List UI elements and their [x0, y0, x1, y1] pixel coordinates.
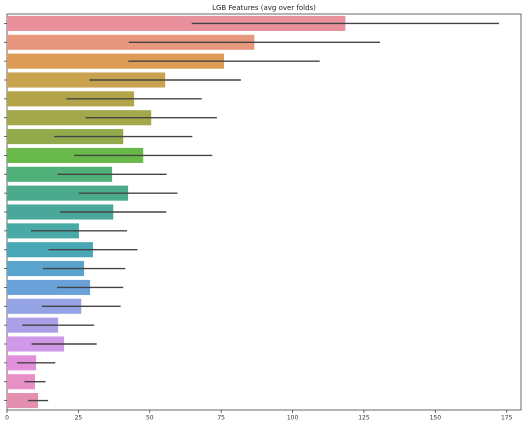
x-tick-label: 125: [358, 415, 370, 422]
chart-title: LGB Features (avg over folds): [212, 4, 316, 12]
x-tick-label: 50: [146, 415, 154, 422]
x-tick-label: 75: [217, 415, 225, 422]
bar: [7, 374, 35, 390]
bar: [7, 185, 129, 201]
x-tick-label: 0: [5, 415, 9, 422]
bar: [7, 110, 152, 126]
x-tick-label: 150: [430, 415, 442, 422]
bar: [7, 15, 346, 31]
x-tick-label: 25: [75, 415, 83, 422]
bar: [7, 53, 225, 69]
x-tick-label: 175: [501, 415, 513, 422]
bar: [7, 279, 91, 295]
x-tick-label: 100: [287, 415, 299, 422]
bar: [7, 393, 39, 409]
bar: [7, 72, 166, 88]
